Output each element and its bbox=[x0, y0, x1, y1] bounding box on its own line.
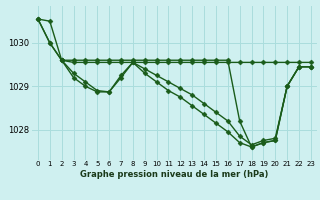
X-axis label: Graphe pression niveau de la mer (hPa): Graphe pression niveau de la mer (hPa) bbox=[80, 170, 268, 179]
